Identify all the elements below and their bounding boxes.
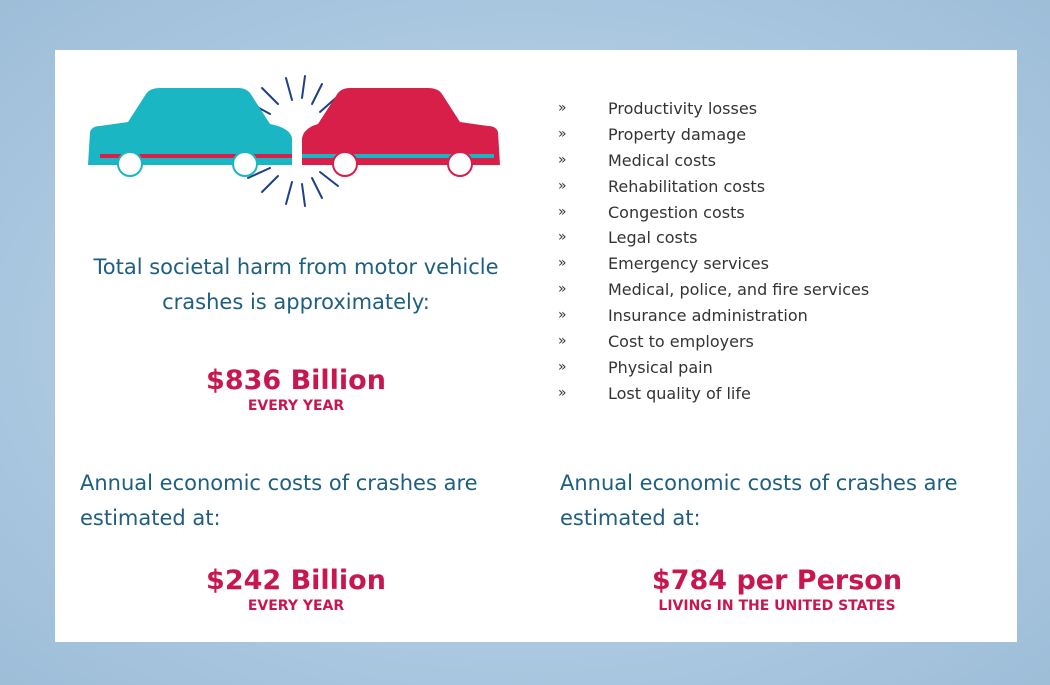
text-line: Total societal harm from motor vehicle [76, 250, 516, 285]
bullet: » [558, 355, 578, 381]
item-text: Productivity losses [608, 96, 757, 122]
item-text: Cost to employers [608, 329, 754, 355]
period: EVERY YEAR [76, 397, 516, 415]
bullet: » [558, 148, 578, 174]
harm-text: Total societal harm from motor vehicle c… [76, 250, 516, 320]
item-text: Emergency services [608, 251, 769, 277]
red-car [302, 88, 500, 165]
teal-car [88, 88, 292, 165]
bullet: » [558, 122, 578, 148]
bullet: » [558, 303, 578, 329]
harm-stat: $836 Billion EVERY YEAR [76, 365, 516, 415]
item-text: Physical pain [608, 355, 713, 381]
text-line: estimated at: [560, 501, 958, 536]
item-text: Medical costs [608, 148, 716, 174]
bullet: » [558, 174, 578, 200]
amount: $784 per Person [557, 565, 997, 597]
item-text: Property damage [608, 122, 746, 148]
bullet: » [558, 329, 578, 355]
bullet: » [558, 96, 578, 122]
item-text: Insurance administration [608, 303, 808, 329]
amount: $242 Billion [76, 565, 516, 597]
item-text: Rehabilitation costs [608, 174, 765, 200]
item-text: Legal costs [608, 225, 698, 251]
text-line: Annual economic costs of crashes are [560, 466, 958, 501]
text-line: crashes is approximately: [76, 285, 516, 320]
bullet: » [558, 381, 578, 407]
amount: $836 Billion [76, 365, 516, 397]
bullet: » [558, 277, 578, 303]
item-text: Lost quality of life [608, 381, 751, 407]
bullet: » [558, 200, 578, 226]
economic-text: Annual economic costs of crashes are est… [80, 466, 478, 536]
bullet: » [558, 251, 578, 277]
text-line: Annual economic costs of crashes are [80, 466, 478, 501]
economic-stat: $242 Billion EVERY YEAR [76, 565, 516, 615]
per-person-stat: $784 per Person LIVING IN THE UNITED STA… [557, 565, 997, 615]
period: EVERY YEAR [76, 597, 516, 615]
per-person-text: Annual economic costs of crashes are est… [560, 466, 958, 536]
text-line: estimated at: [80, 501, 478, 536]
item-text: Medical, police, and fire services [608, 277, 869, 303]
period: LIVING IN THE UNITED STATES [557, 597, 997, 615]
page: Total societal harm from motor vehicle c… [0, 0, 1050, 685]
item-text: Congestion costs [608, 200, 745, 226]
bullet: » [558, 225, 578, 251]
